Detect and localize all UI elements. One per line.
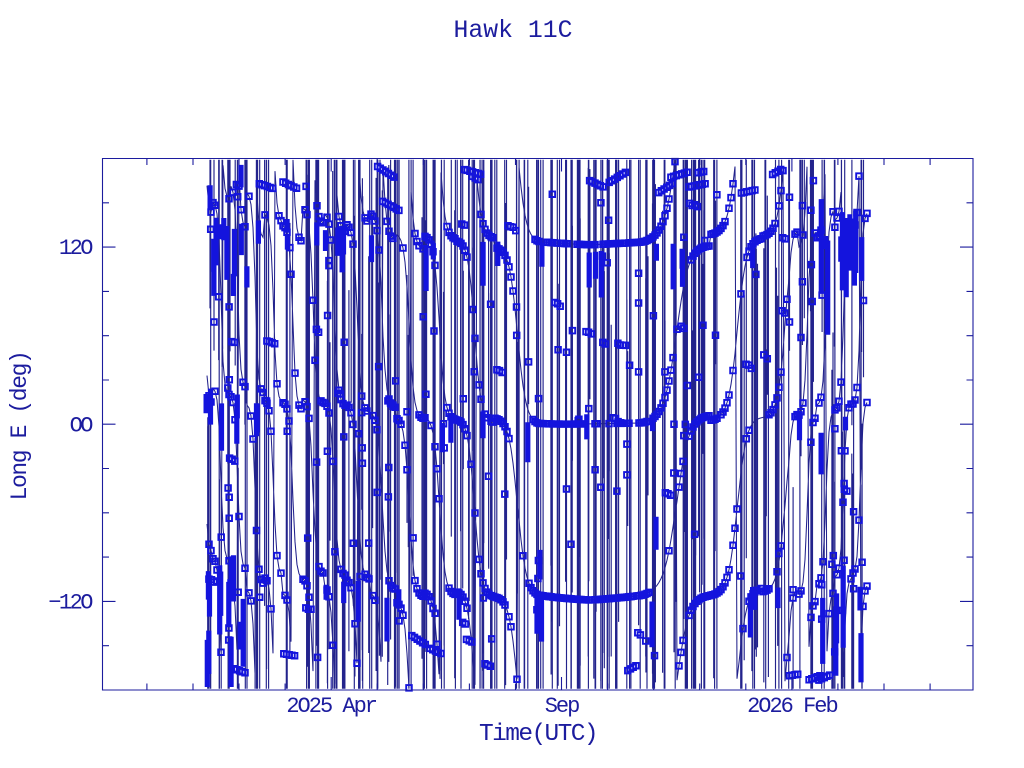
svg-text:−12O: −12O [48,590,93,615]
svg-text:Long E (deg): Long E (deg) [7,352,33,501]
svg-text:12O: 12O [59,236,93,261]
svg-text:2O25 Apr: 2O25 Apr [286,694,376,719]
svg-text:OO: OO [70,413,94,438]
svg-text:2O26 Feb: 2O26 Feb [747,694,837,719]
svg-text:Hawk 11C: Hawk 11C [453,17,572,45]
svg-text:Sep: Sep [545,694,579,719]
svg-text:Time(UTC): Time(UTC) [479,721,597,748]
